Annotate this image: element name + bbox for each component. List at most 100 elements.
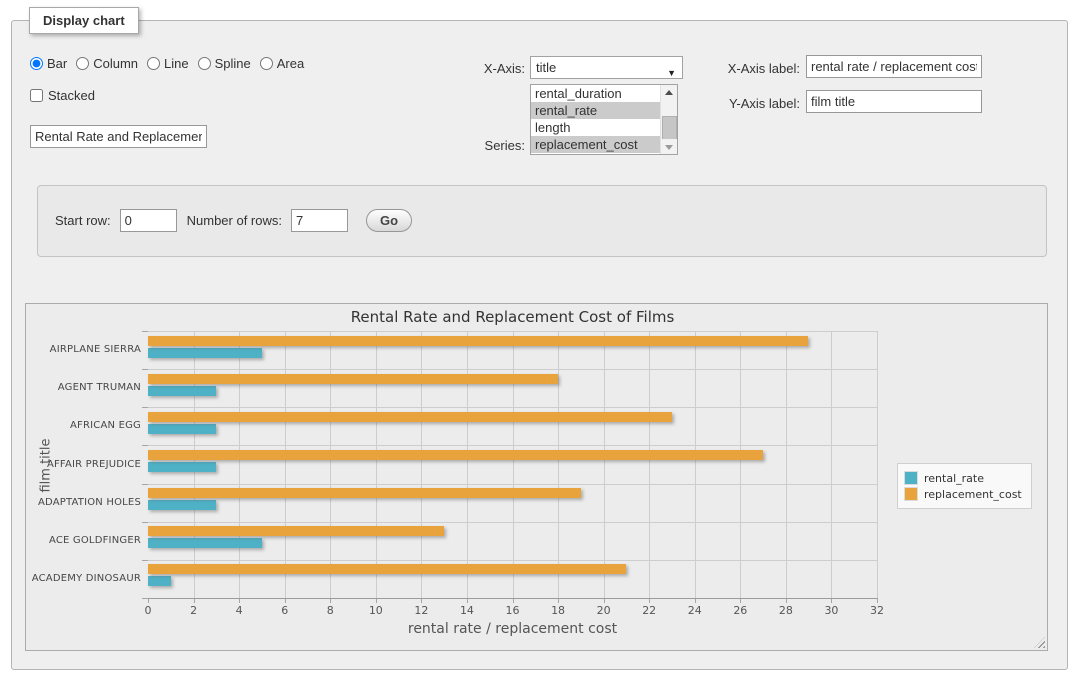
gridline [148,407,877,408]
series-option-replacement_cost[interactable]: replacement_cost [531,136,661,153]
chart-type-radio-line[interactable] [147,57,160,70]
x-axis-label-input[interactable] [806,55,982,78]
gridline [148,445,877,446]
legend-item-rental_rate[interactable]: rental_rate [904,471,1022,485]
bar-rental_rate[interactable] [148,424,216,434]
x-axis-tick-label: 24 [675,604,715,617]
chart-type-option-line: Line [147,56,189,71]
bar-rental_rate[interactable] [148,462,216,472]
bar-rental_rate[interactable] [148,576,171,586]
bar-replacement_cost[interactable] [148,450,763,460]
gridline [148,560,877,561]
x-axis-tick-label: 20 [584,604,624,617]
series-list-scrollbar[interactable] [660,85,677,154]
x-axis-tick-label: 14 [447,604,487,617]
series-option-length[interactable]: length [531,119,661,136]
bar-replacement_cost[interactable] [148,564,626,574]
series-option-rental_rate[interactable]: rental_rate [531,102,661,119]
x-axis-tick [786,599,787,603]
resize-handle-icon[interactable] [1034,637,1045,648]
chart-type-radio-label: Spline [215,56,251,71]
x-axis-tick-label: 16 [493,604,533,617]
x-axis-tick [148,599,149,603]
category-label: AIRPLANE SIERRA [28,344,141,355]
chart-type-radio-spline[interactable] [198,57,211,70]
x-axis-select[interactable]: title ▼ [530,56,683,79]
start-row-input[interactable] [120,209,177,232]
legend-swatch [904,487,918,501]
stacked-checkbox[interactable] [30,89,43,102]
x-axis-tick [194,599,195,603]
num-rows-input[interactable] [291,209,348,232]
y-axis-tick [142,407,148,408]
gridline [467,331,468,598]
category-label: AFRICAN EGG [28,420,141,431]
y-axis-tick [142,522,148,523]
fieldset-legend: Display chart [29,7,139,34]
bar-rental_rate[interactable] [148,386,216,396]
go-button[interactable]: Go [366,209,412,232]
y-axis-label-field-label: Y-Axis label: [713,96,800,111]
scrollbar-down-button[interactable] [661,139,677,154]
chart-type-radio-bar[interactable] [30,57,43,70]
y-axis-tick [142,331,148,332]
series-multiselect[interactable]: rental_durationrental_ratelengthreplacem… [530,84,678,155]
gridline [285,331,286,598]
series-option-rental_duration[interactable]: rental_duration [531,85,661,102]
category-label: AFFAIR PREJUDICE [28,459,141,470]
stacked-label: Stacked [48,88,95,103]
category-label: ACADEMY DINOSAUR [28,573,141,584]
gridline [239,331,240,598]
bar-rental_rate[interactable] [148,348,262,358]
y-axis-label-input[interactable] [806,90,982,113]
x-axis-tick [239,599,240,603]
x-axis-tick [376,599,377,603]
chart-type-radio-column[interactable] [76,57,89,70]
num-rows-label: Number of rows: [187,213,282,228]
scrollbar-up-button[interactable] [661,85,677,100]
bar-rental_rate[interactable] [148,538,262,548]
gridline [330,331,331,598]
x-axis-tick-label: 4 [219,604,259,617]
chart-legend: rental_rate replacement_cost [897,463,1032,509]
gridline [421,331,422,598]
gridline [604,331,605,598]
gridline [740,331,741,598]
gridline [558,331,559,598]
bar-rental_rate[interactable] [148,500,216,510]
chart-plot-area [148,331,877,598]
x-axis-tick [558,599,559,603]
legend-label: replacement_cost [924,488,1022,501]
category-label: ADAPTATION HOLES [28,497,141,508]
x-axis-tick [695,599,696,603]
gridline [877,331,878,598]
bar-replacement_cost[interactable] [148,412,672,422]
legend-item-replacement_cost[interactable]: replacement_cost [904,487,1022,501]
chart-x-axis-title: rental rate / replacement cost [148,621,877,637]
x-axis-tick-label: 8 [310,604,350,617]
gridline [831,331,832,598]
bar-replacement_cost[interactable] [148,374,558,384]
bar-replacement_cost[interactable] [148,526,444,536]
category-label: AGENT TRUMAN [28,382,141,393]
x-axis-tick-label: 32 [857,604,897,617]
x-axis-tick [831,599,832,603]
chart-type-option-spline: Spline [198,56,251,71]
bar-replacement_cost[interactable] [148,336,808,346]
chart-title-input[interactable] [30,125,207,148]
chart-type-radio-area[interactable] [260,57,273,70]
x-axis-tick-label: 30 [811,604,851,617]
y-axis-tick [142,484,148,485]
y-axis-tick [142,445,148,446]
gridline [148,522,877,523]
scrollbar-thumb[interactable] [662,116,677,140]
y-axis-tick [142,560,148,561]
x-axis-tick-label: 22 [629,604,669,617]
stacked-row: Stacked [30,88,95,103]
bar-replacement_cost[interactable] [148,488,581,498]
gridline [148,331,877,332]
x-axis-tick-label: 0 [128,604,168,617]
x-axis-tick [877,599,878,603]
x-axis-tick-label: 10 [356,604,396,617]
x-axis-tick [467,599,468,603]
